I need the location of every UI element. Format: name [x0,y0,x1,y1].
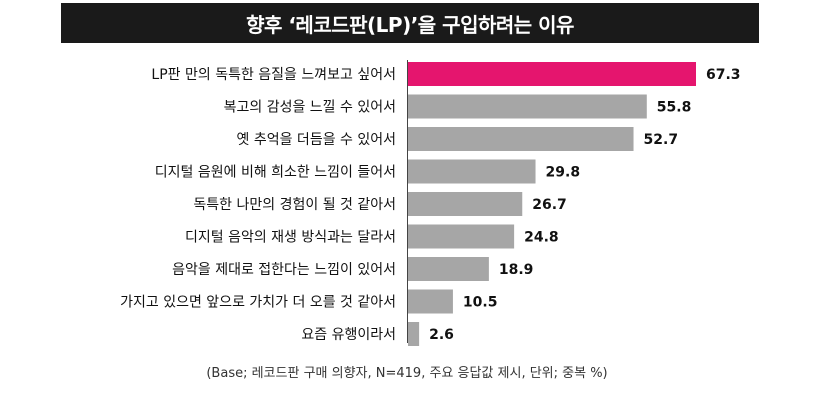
category-label-8: 가지고 있으면 앞으로 가치가 더 오를 것 같아서 [120,295,396,311]
bar-6 [408,224,515,249]
bar-7 [408,257,489,281]
category-label-4: 디지털 음원에 비해 희소한 느낌이 들어서 [155,165,396,181]
value-label-3: 52.7 [644,132,679,148]
bar-5 [408,192,523,216]
value-label-1: 67.3 [706,67,741,83]
value-label-2: 55.8 [657,100,692,116]
bar-4 [408,159,536,184]
chart-title-bar: 향후 ‘레코드판(LP)’을 구입하려는 이유 [61,3,759,43]
category-label-5: 독특한 나만의 경험이 될 것 같아서 [193,197,396,213]
chart-title: 향후 ‘레코드판(LP)’을 구입하려는 이유 [246,12,574,37]
category-label-3: 옛 추억을 더듬을 수 있어서 [237,132,396,148]
category-label-7: 음악을 제대로 접한다는 느낌이 있어서 [172,262,396,278]
value-label-7: 18.9 [499,262,534,278]
value-label-8: 10.5 [463,295,498,311]
value-label-6: 24.8 [524,230,559,246]
bars-layer: LP판 만의 독특한 음질을 느껴보고 싶어서 67.3 복고의 감성을 느낄 수 … [120,62,741,346]
bar-9 [408,322,420,346]
bar-3 [408,127,634,151]
category-label-9: 요즘 유행이라서 [301,327,396,343]
bar-2 [408,94,647,119]
category-label-2: 복고의 감성을 느낄 수 있어서 [224,100,396,116]
bar-1 [408,62,696,86]
bar-8 [408,289,453,314]
category-label-6: 디지털 음악의 재생 방식과는 달라서 [185,230,396,246]
category-label-1: LP판 만의 독특한 음질을 느껴보고 싶어서 [151,67,396,83]
value-label-9: 2.6 [429,327,454,343]
value-label-5: 26.7 [532,197,567,213]
value-label-4: 29.8 [546,165,581,181]
chart-footnote: (Base; 레코드판 구매 의향자, N=419, 주요 응답값 제시, 단위… [206,366,608,381]
